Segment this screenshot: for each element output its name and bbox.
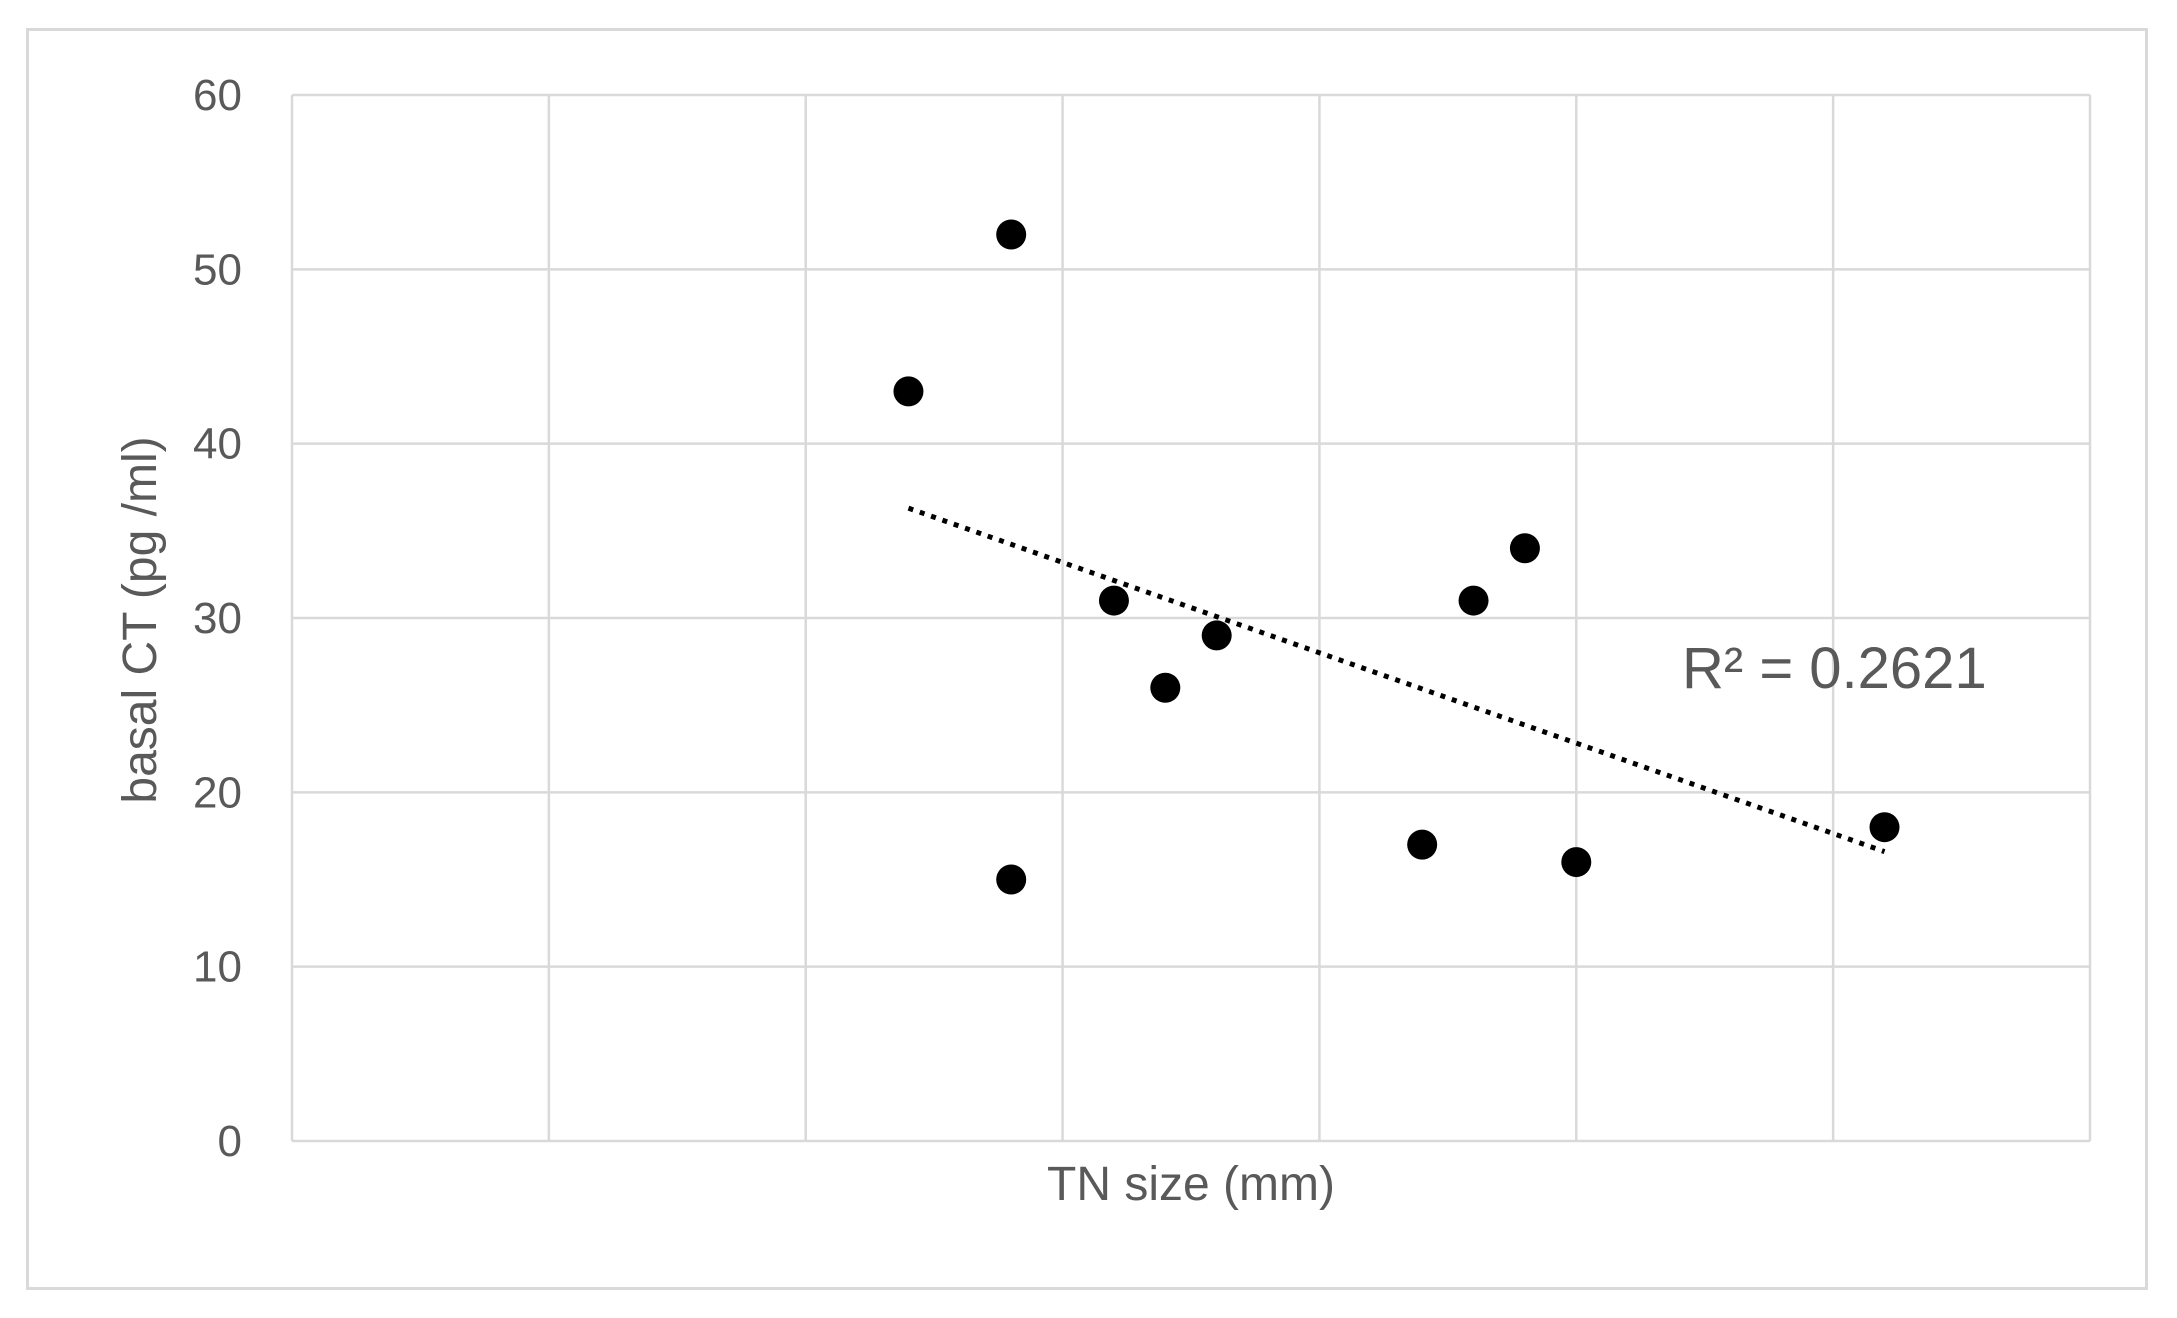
data-point bbox=[1201, 620, 1232, 651]
y-axis-ticks: 0 10 20 30 40 50 60 bbox=[193, 71, 242, 1166]
y-tick-label: 30 bbox=[193, 594, 242, 643]
data-point bbox=[996, 864, 1027, 895]
y-tick-label: 20 bbox=[193, 768, 242, 817]
chart-frame bbox=[26, 28, 2148, 1290]
y-tick-label: 40 bbox=[193, 420, 242, 469]
data-point bbox=[1098, 585, 1129, 616]
trendline bbox=[907, 505, 1886, 854]
data-point bbox=[1407, 829, 1438, 860]
y-tick-label: 60 bbox=[193, 71, 242, 120]
y-tick-label: 50 bbox=[193, 245, 242, 294]
data-point bbox=[1150, 672, 1181, 703]
data-point bbox=[1869, 812, 1900, 843]
data-point bbox=[996, 219, 1027, 250]
data-point bbox=[1458, 585, 1489, 616]
trendline-group bbox=[907, 505, 1886, 854]
y-tick-label: 0 bbox=[218, 1117, 242, 1166]
r-squared-annotation: R² = 0.2621 bbox=[1682, 636, 1987, 701]
y-axis-title: basal CT (pg /ml) bbox=[114, 436, 167, 803]
grid bbox=[290, 93, 2092, 1143]
x-axis-title: TN size (mm) bbox=[1047, 1158, 1335, 1211]
data-point bbox=[1561, 847, 1592, 878]
data-point bbox=[1509, 533, 1540, 564]
y-tick-label: 10 bbox=[193, 943, 242, 992]
data-points bbox=[893, 219, 1900, 895]
data-point bbox=[893, 376, 924, 407]
